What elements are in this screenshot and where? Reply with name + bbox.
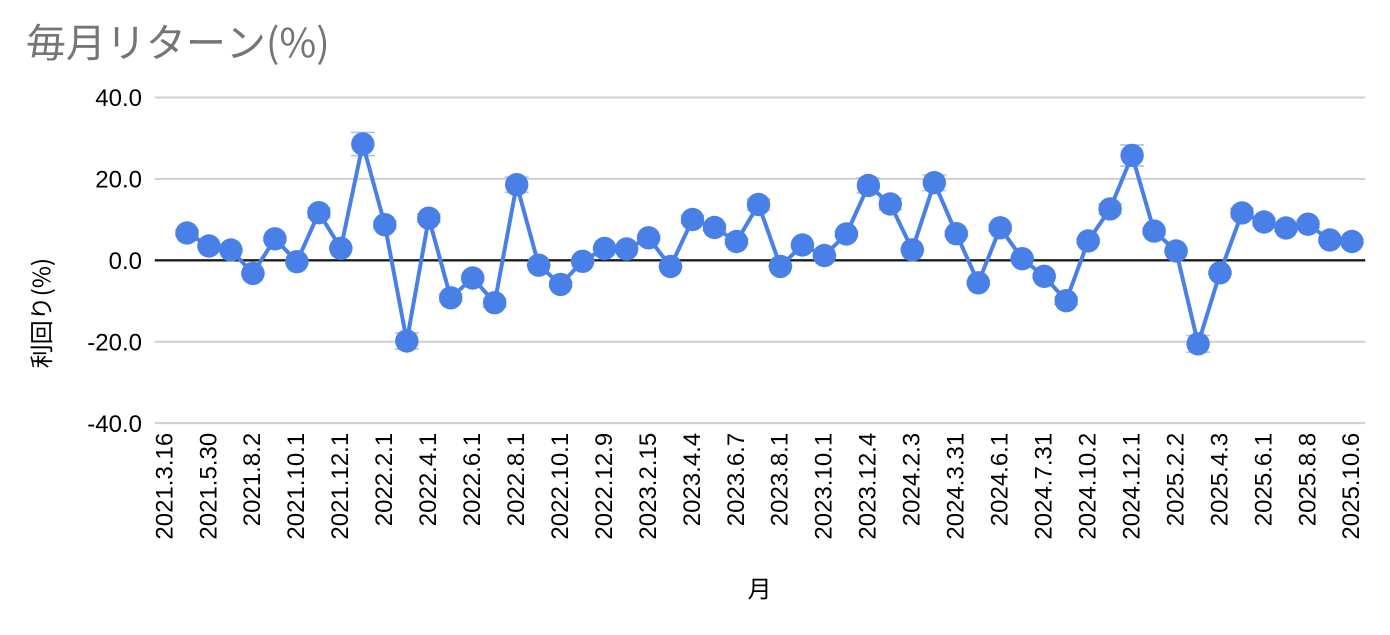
svg-text:2021.12.1: 2021.12.1 [327,433,354,540]
svg-text:2021.10.1: 2021.10.1 [283,433,310,540]
svg-text:2022.4.1: 2022.4.1 [415,433,442,526]
svg-text:2021.5.30: 2021.5.30 [195,433,222,540]
svg-text:-20.0: -20.0 [87,329,142,356]
svg-text:-40.0: -40.0 [87,411,142,438]
svg-text:2023.6.7: 2023.6.7 [723,433,750,526]
svg-text:2024.10.2: 2024.10.2 [1075,433,1102,540]
svg-text:2023.4.4: 2023.4.4 [679,433,706,526]
svg-text:2023.2.15: 2023.2.15 [635,433,662,540]
svg-text:2023.10.1: 2023.10.1 [811,433,838,540]
svg-text:2024.2.3: 2024.2.3 [899,433,926,526]
svg-text:40.0: 40.0 [95,85,142,112]
svg-text:2022.10.1: 2022.10.1 [547,433,574,540]
svg-text:2022.6.1: 2022.6.1 [459,433,486,526]
svg-text:2022.8.1: 2022.8.1 [503,433,530,526]
svg-text:2025.4.3: 2025.4.3 [1206,433,1233,526]
svg-text:2021.8.2: 2021.8.2 [239,433,266,526]
svg-text:2023.12.4: 2023.12.4 [855,433,882,540]
svg-text:2024.3.31: 2024.3.31 [943,433,970,540]
svg-text:2024.12.1: 2024.12.1 [1118,433,1145,540]
svg-text:2022.12.9: 2022.12.9 [591,433,618,540]
svg-text:2025.10.6: 2025.10.6 [1338,433,1365,540]
svg-text:2025.8.8: 2025.8.8 [1294,433,1321,526]
svg-text:20.0: 20.0 [95,167,142,194]
svg-text:2021.3.16: 2021.3.16 [151,433,178,540]
svg-text:2024.6.1: 2024.6.1 [987,433,1014,526]
svg-text:2022.2.1: 2022.2.1 [371,433,398,526]
svg-text:2025.2.2: 2025.2.2 [1162,433,1189,526]
svg-text:0.0: 0.0 [109,248,142,275]
svg-text:2025.6.1: 2025.6.1 [1250,433,1277,526]
svg-text:2024.7.31: 2024.7.31 [1031,433,1058,540]
svg-text:2023.8.1: 2023.8.1 [767,433,794,526]
